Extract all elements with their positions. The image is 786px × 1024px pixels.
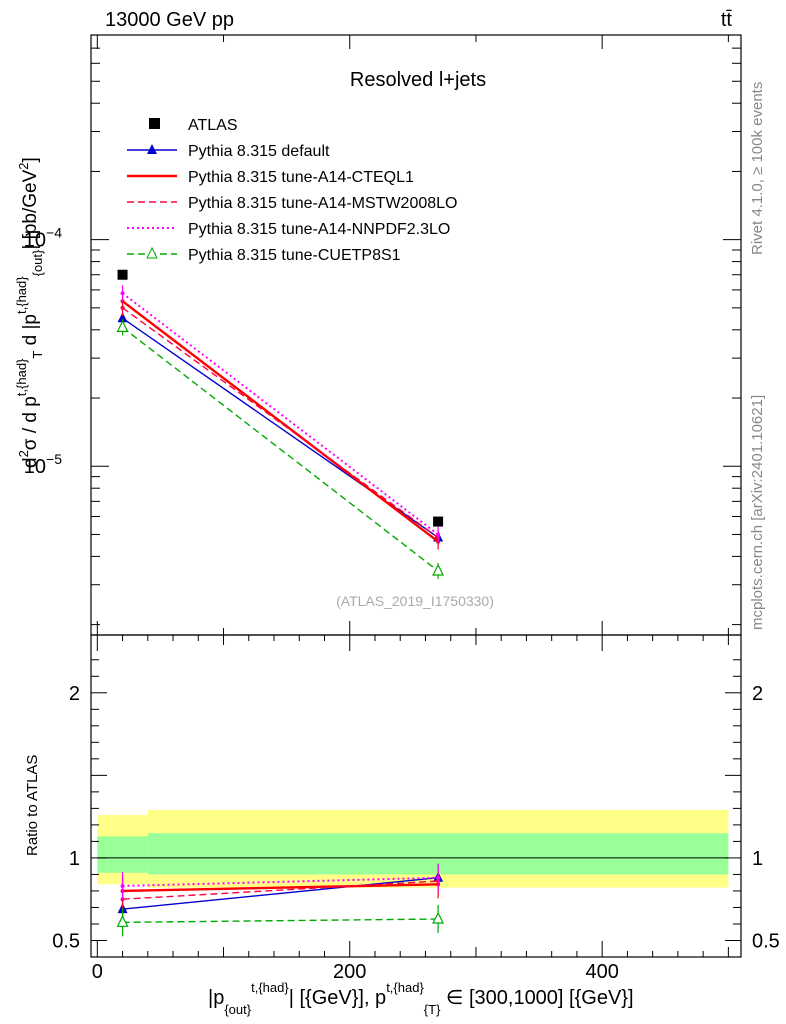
ratio-series-line-0 [122,877,439,910]
y-axis-label-part: 2 [16,162,31,169]
legend-label-4: Pythia 8.315 tune-CUETP8S1 [188,247,401,264]
x-axis-label-part: t,{had} [251,980,289,995]
main-series-line-4 [122,326,439,572]
atlas-data-point [433,516,444,527]
y-axis-label-part: t,{had} [14,358,29,396]
legend-marker-atlas [149,118,160,129]
ratio-series-point [432,911,445,924]
ratio-y-axis-label: Ratio to ATLAS [24,755,41,856]
y-tick-exponent: −5 [46,451,62,467]
rivet-version-label: Rivet 4.1.0, ≥ 100k events [749,82,766,255]
x-tick-label: 200 [333,961,366,983]
main-series-line-3 [121,292,439,536]
ratio-y-tick-label-right: 2 [752,683,763,705]
x-tick-label: 400 [585,961,618,983]
y-axis-label-part: 2 [16,450,31,457]
source-label: mcplots.cern.ch [arXiv:2401.10621] [749,395,766,630]
legend-label-3: Pythia 8.315 tune-A14-NNPDF2.3LO [188,221,450,238]
ratio-y-tick-label-left: 2 [69,683,80,705]
y-axis-label-part: {out} [30,249,45,276]
legend: ATLAS Pythia 8.315 default Pythia 8.315 tu… [127,117,457,264]
legend-label-0: Pythia 8.315 default [188,143,330,160]
y-axis-label-part: d |p [20,314,41,351]
ratio-y-tick-label-left: 1 [69,848,80,870]
analysis-watermark: (ATLAS_2019_I1750330) [336,593,494,609]
main-series-point [120,305,125,310]
x-axis-label: |p{out}t,{had}| [{GeV}], pt,{had}{T} ∈ [… [208,980,634,1017]
main-series-point [117,312,128,323]
legend-label-atlas: ATLAS [188,117,238,134]
y-axis-label-part: d [20,457,41,468]
ratio-series-point [116,914,129,927]
y-axis-label-part: σ / d p [20,396,41,450]
x-axis-label-part: {T} [424,1002,441,1017]
ratio-y-tick-label-right: 0.5 [752,930,780,952]
process-label: tt̄ [721,9,733,31]
energy-label: 13000 GeV pp [105,9,234,31]
x-axis-label-part: | [{GeV}], p [289,987,386,1009]
y-axis-label: d2σ / d pt,{had}T d |pt,{had}{out}| [pb/… [14,157,45,468]
main-series-point [432,563,445,576]
ratio-y-tick-label-right: 1 [752,848,763,870]
y-axis-label-part: ] [20,157,41,162]
main-series-point [120,291,125,296]
legend-label-2: Pythia 8.315 tune-A14-MSTW2008LO [188,195,457,212]
atlas-data-point [117,269,128,280]
legend-marker-4 [146,246,158,259]
x-axis-label-part: |p [208,987,224,1009]
x-axis-label-part: t,{had} [386,980,424,995]
ratio-series-point [120,883,125,888]
main-series-line-2 [122,307,439,539]
chart-title: Resolved l+jets [350,69,486,91]
y-tick-exponent: −4 [46,225,62,241]
ratio-frame [90,634,742,958]
uncertainty-band-green [97,836,148,873]
x-axis-label-part: {out} [224,1002,251,1017]
x-tick-label: 0 [92,961,103,983]
ratio-series-line-4 [122,918,439,924]
ratio-series-line-2 [122,880,439,900]
legend-label-1: Pythia 8.315 tune-A14-CTEQL1 [188,169,414,186]
y-axis-label-part: | [pb/GeV [20,169,41,249]
x-axis-label-part: ∈ [300,1000] [{GeV}] [440,987,633,1009]
main-series-line-1 [121,300,439,543]
legend-marker-0 [147,144,157,154]
ratio-series-line-1 [122,883,439,893]
ratio-series-point [436,875,441,880]
y-axis-label-part: T [30,351,45,359]
y-axis-label-part: t,{had} [14,276,29,314]
ratio-y-tick-label-left: 0.5 [52,930,80,952]
main-series-point [436,532,441,537]
main-series-point [116,320,129,332]
